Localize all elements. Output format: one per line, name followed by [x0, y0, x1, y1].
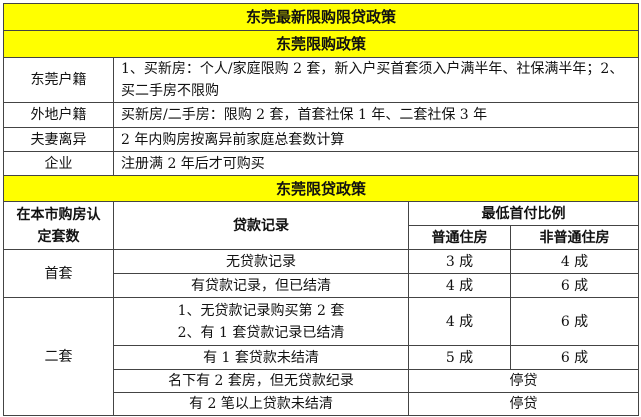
table-row: 二套 1、无贷款记录购买第 2 套 2、有 1 套贷款记录已结清 4 成 6 成: [3, 297, 640, 416]
row-label: 外地户籍: [3, 102, 114, 128]
header-count: 在本市购房认定套数: [3, 201, 114, 250]
record-line: 2、有 1 套贷款记录已结清: [177, 324, 345, 341]
table-row: 首套 无贷款记录 3 成 4 成: [3, 249, 640, 298]
table-row: 有 1 套贷款未结清 5 成 6 成: [4, 345, 640, 370]
row-label: 夫妻离异: [3, 127, 114, 152]
table-row: 外地户籍 买新房/二手房：限购 2 套，首套社保 1 年、二套社保 3 年: [3, 102, 640, 128]
non-ordinary: 6 成: [509, 273, 640, 298]
record: 有贷款记录，但已结清: [113, 273, 409, 298]
header-non-ordinary: 非普通住房: [509, 225, 640, 250]
record: 有 2 笔以上贷款未结清: [113, 392, 409, 416]
ordinary: 4 成: [408, 273, 511, 298]
table-row: 企业 注册满 2 年后才可购买: [3, 151, 640, 176]
ratio-merged: 停贷: [407, 369, 640, 393]
loan-heading: 东莞限贷政策: [2, 175, 640, 202]
header-ratio: 最低首付比例: [407, 201, 640, 226]
table-row: 有贷款记录，但已结清 4 成 6 成: [4, 273, 640, 298]
page-title: 东莞最新限购限贷政策: [2, 3, 640, 31]
policy-table: 东莞最新限购限贷政策 东莞限购政策 东莞户籍 1、买新房：个人/家庭限购 2 套…: [2, 3, 640, 416]
row-text: 注册满 2 年后才可购买: [112, 151, 640, 176]
table-row: 有 2 笔以上贷款未结清 停贷: [4, 392, 640, 416]
non-ordinary: 4 成: [509, 249, 640, 274]
row-label: 东莞户籍: [3, 57, 114, 103]
ordinary: 5 成: [408, 345, 511, 370]
row-text: 1、买新房：个人/家庭限购 2 套，新入户买首套须入户满半年、社保满半年；2、买…: [112, 57, 640, 103]
table-row: 东莞户籍 1、买新房：个人/家庭限购 2 套，新入户买首套须入户满半年、社保满半…: [3, 57, 640, 103]
header-record: 贷款记录: [113, 201, 409, 250]
row-text: 2 年内购房按离异前家庭总套数计算: [112, 127, 640, 152]
row-label: 企业: [3, 151, 114, 176]
ordinary: 4 成: [408, 297, 511, 346]
record: 无贷款记录: [113, 249, 409, 274]
record-line: 1、无贷款记录购买第 2 套: [177, 302, 345, 319]
non-ordinary: 6 成: [509, 345, 640, 370]
purchase-heading: 东莞限购政策: [2, 30, 640, 58]
ordinary: 3 成: [408, 249, 511, 274]
header-ordinary: 普通住房: [408, 225, 511, 250]
first-label: 首套: [3, 249, 114, 298]
ratio-merged: 停贷: [407, 392, 640, 416]
table-row: 夫妻离异 2 年内购房按离异前家庭总套数计算: [3, 127, 640, 152]
row-text: 买新房/二手房：限购 2 套，首套社保 1 年、二套社保 3 年: [112, 102, 640, 128]
record: 1、无贷款记录购买第 2 套 2、有 1 套贷款记录已结清: [113, 297, 409, 346]
table-row: 名下有 2 套房，但无贷款纪录 停贷: [4, 369, 640, 393]
record: 有 1 套贷款未结清: [113, 345, 409, 370]
second-label: 二套: [3, 297, 114, 416]
non-ordinary: 6 成: [509, 297, 640, 346]
record: 名下有 2 套房，但无贷款纪录: [113, 369, 409, 393]
